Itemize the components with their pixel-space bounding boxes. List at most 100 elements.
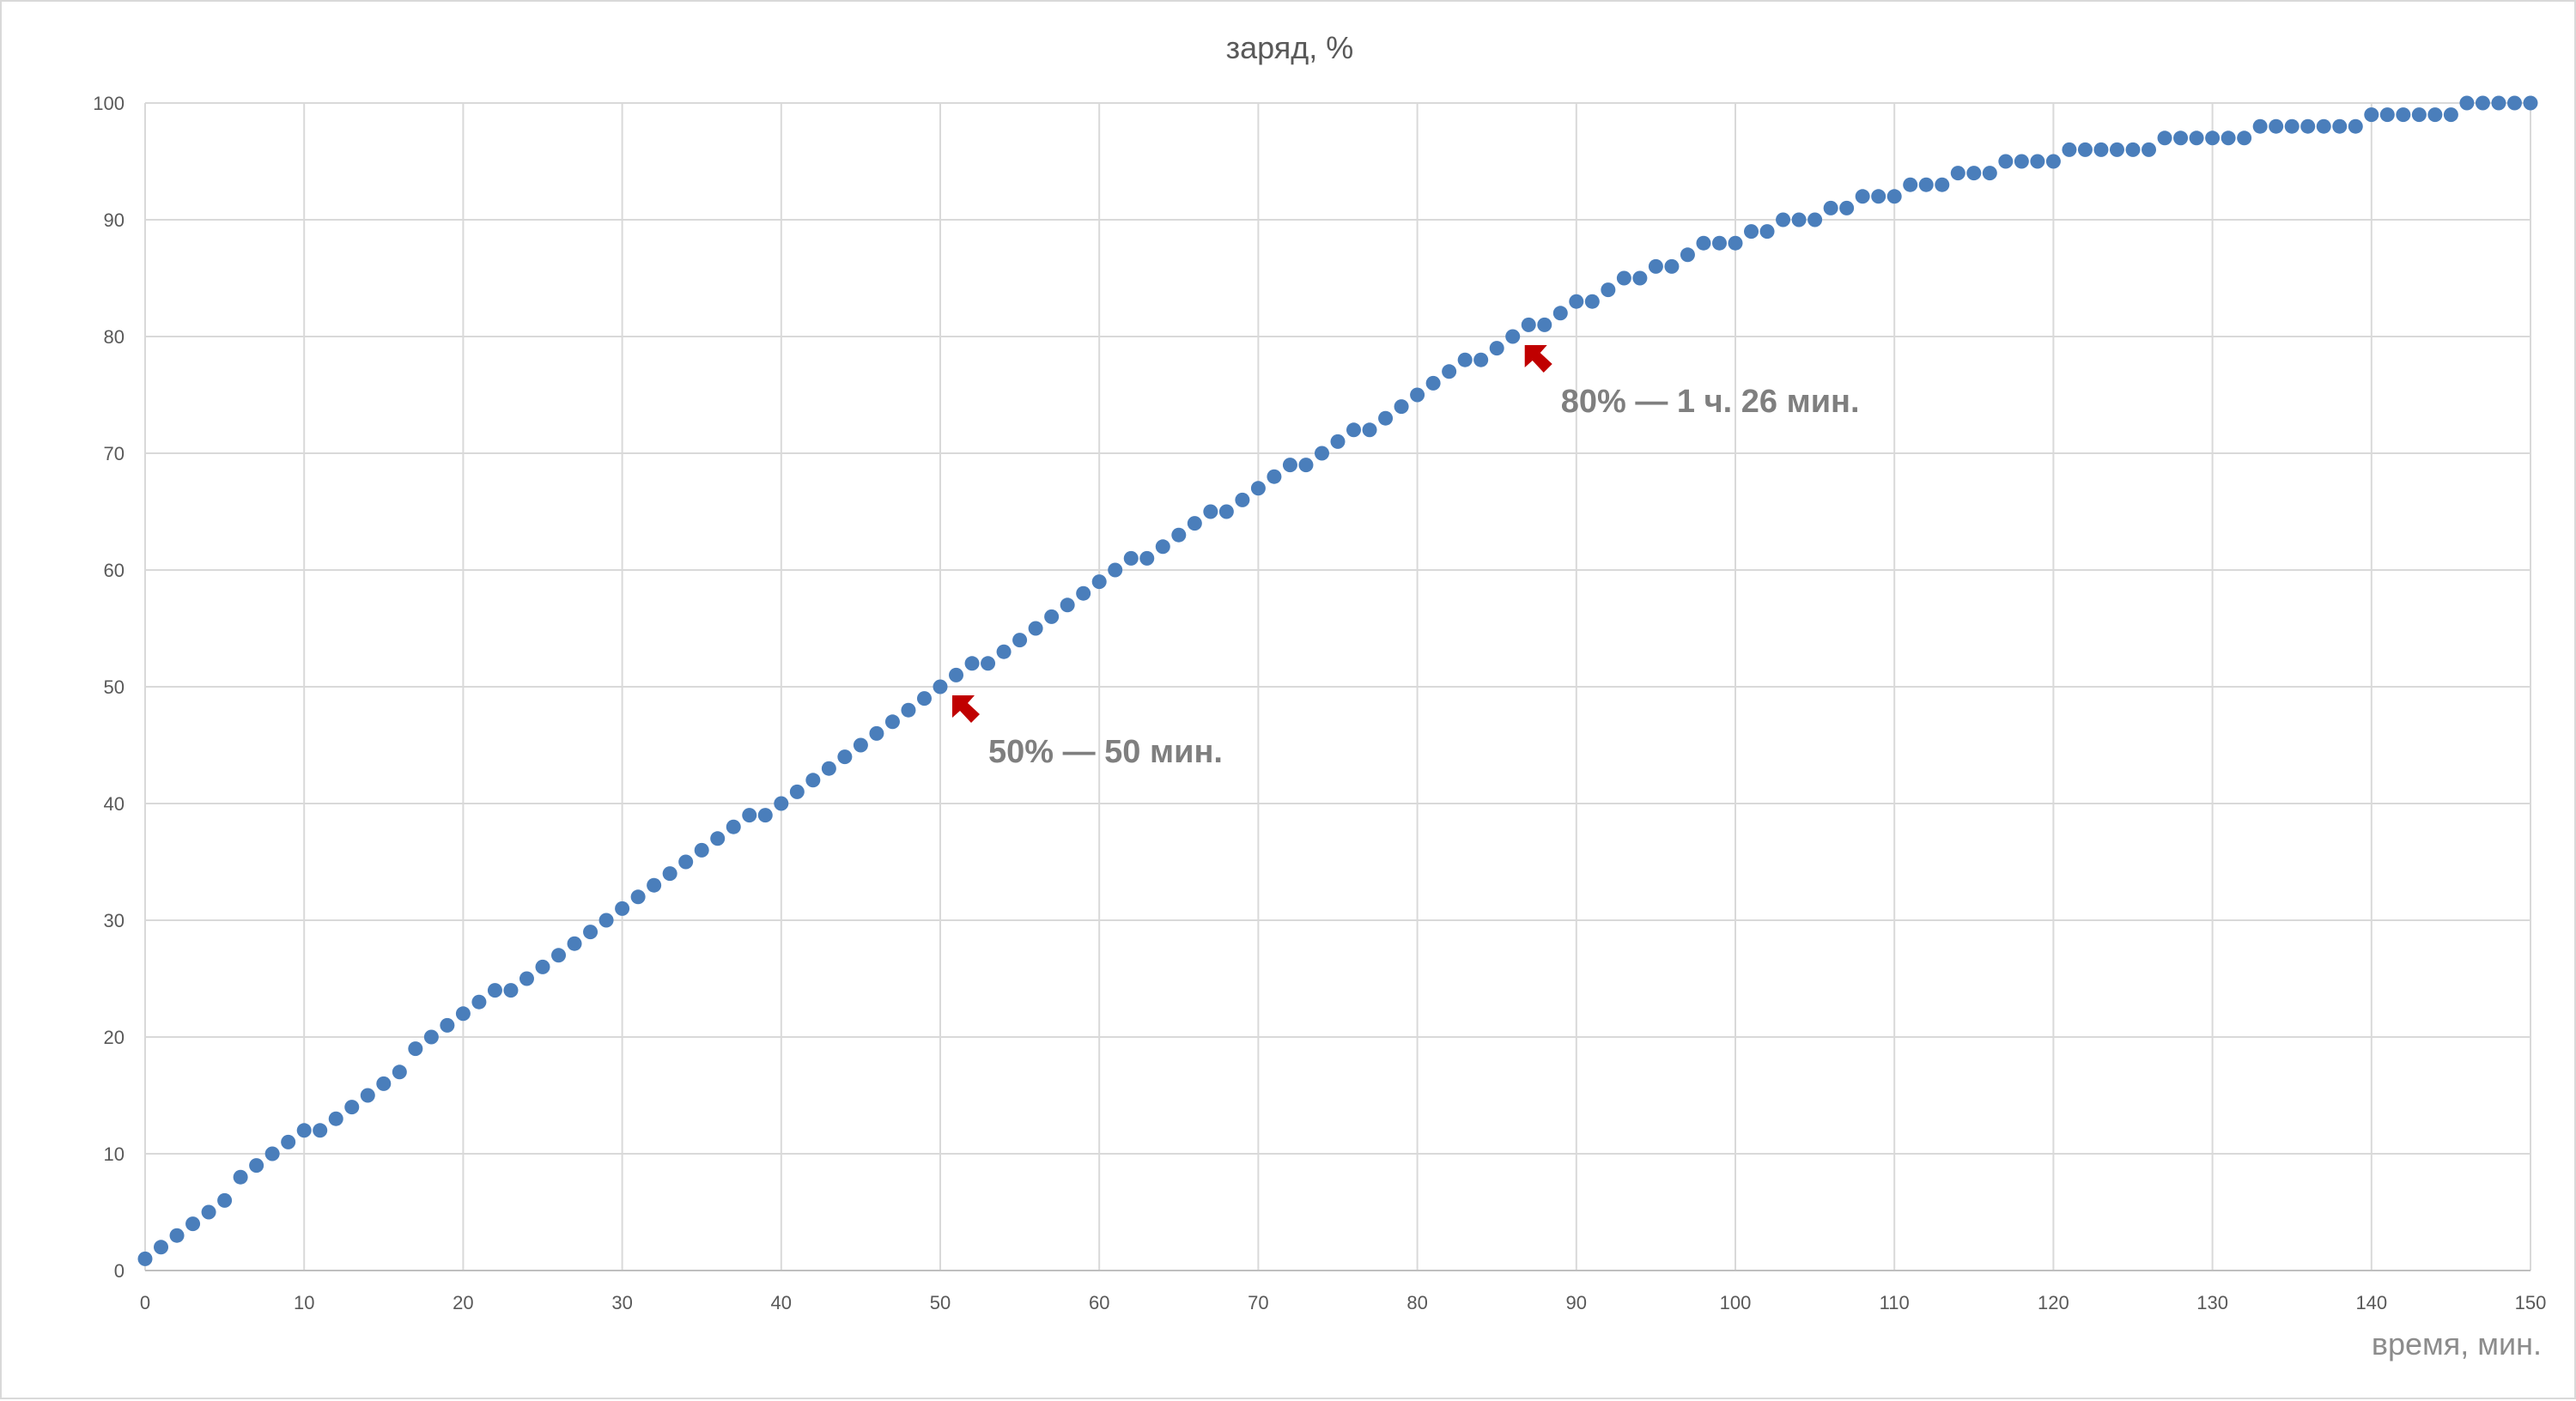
data-point <box>1744 224 1759 240</box>
x-tick-label: 40 <box>771 1292 792 1313</box>
data-point <box>726 819 741 834</box>
data-point <box>408 1041 423 1057</box>
data-point <box>1442 364 1457 379</box>
data-point <box>567 936 582 951</box>
data-point <box>344 1100 360 1115</box>
data-point <box>1616 270 1631 286</box>
y-tick-label: 20 <box>104 1027 125 1048</box>
data-point <box>296 1123 312 1138</box>
data-point <box>281 1134 296 1149</box>
data-point <box>1362 422 1377 438</box>
data-point <box>884 714 900 730</box>
data-point <box>2332 118 2348 134</box>
data-point <box>1950 166 1965 181</box>
grid <box>144 102 2531 1271</box>
data-point <box>1552 306 1568 321</box>
data-point <box>1457 352 1473 367</box>
data-point <box>1187 516 1202 531</box>
data-point <box>1791 212 1807 227</box>
data-point <box>2205 130 2221 146</box>
y-tick-label: 60 <box>104 560 125 581</box>
data-point <box>2189 130 2204 146</box>
data-point <box>360 1088 375 1103</box>
data-point <box>201 1204 216 1220</box>
data-point <box>2157 130 2172 146</box>
data-point <box>2173 130 2189 146</box>
data-point <box>598 913 614 928</box>
x-tick-label: 80 <box>1406 1292 1427 1313</box>
data-point <box>1425 375 1441 391</box>
data-point <box>1601 282 1616 298</box>
data-point <box>169 1228 185 1243</box>
y-tick-label: 100 <box>93 93 125 114</box>
data-point <box>154 1240 169 1255</box>
data-point <box>423 1029 439 1045</box>
data-point <box>2030 154 2045 169</box>
data-point <box>933 679 948 694</box>
data-point <box>1282 458 1297 473</box>
data-point <box>249 1158 264 1174</box>
data-point <box>1903 177 1918 192</box>
data-point <box>1918 177 1934 192</box>
data-point <box>821 761 836 776</box>
data-point <box>1203 504 1218 519</box>
data-point <box>217 1192 233 1208</box>
data-point <box>710 831 726 846</box>
data-point <box>376 1076 392 1091</box>
data-point <box>1696 235 1711 251</box>
x-tick-label: 10 <box>294 1292 314 1313</box>
x-tick-label: 20 <box>453 1292 473 1313</box>
x-axis-title: время, мин. <box>2372 1326 2542 1362</box>
data-point <box>2045 154 2061 169</box>
x-tick-label: 0 <box>140 1292 150 1313</box>
data-point <box>440 1017 455 1033</box>
annotation-arrow-icon <box>1524 345 1552 373</box>
data-point <box>996 644 1012 659</box>
x-tick-label: 130 <box>2196 1292 2228 1313</box>
data-point <box>630 889 646 905</box>
data-point <box>392 1064 407 1080</box>
data-point <box>328 1111 343 1126</box>
data-point <box>1982 166 1997 181</box>
y-tick-label: 40 <box>104 793 125 815</box>
data-point <box>1759 224 1775 240</box>
data-point <box>1966 166 1982 181</box>
data-point <box>1028 621 1043 636</box>
data-point <box>1839 200 1855 215</box>
data-point <box>1886 189 1902 204</box>
data-point <box>1314 446 1329 461</box>
data-point <box>455 1006 471 1022</box>
data-point <box>1091 574 1107 590</box>
data-point <box>1394 399 1409 415</box>
data-point <box>1155 539 1170 555</box>
y-tick-label: 30 <box>104 910 125 931</box>
data-point <box>1330 434 1346 449</box>
data-point <box>1108 562 1123 578</box>
data-point <box>1537 317 1552 332</box>
x-tick-label: 70 <box>1248 1292 1268 1313</box>
data-point <box>1711 235 1727 251</box>
data-point <box>1807 212 1823 227</box>
data-point <box>264 1146 280 1161</box>
chart-title: заряд, % <box>1226 30 1354 65</box>
data-point <box>551 948 567 963</box>
x-tick-label: 50 <box>930 1292 951 1313</box>
data-point <box>2269 118 2284 134</box>
data-point <box>757 808 773 823</box>
data-point <box>774 796 789 811</box>
data-point <box>694 842 709 858</box>
data-point <box>949 667 964 682</box>
data-point <box>2142 142 2157 157</box>
x-tick-label: 110 <box>1880 1292 1910 1313</box>
data-point <box>1648 258 1663 274</box>
data-point <box>2506 95 2522 111</box>
y-tick-label: 70 <box>104 443 125 464</box>
data-point <box>2523 95 2538 111</box>
annotations: 50% — 50 мин. 80% — 1 ч. 26 мин. <box>952 345 1860 770</box>
data-point <box>1776 212 1791 227</box>
data-point <box>805 773 821 788</box>
data-point <box>1823 200 1838 215</box>
data-point <box>2062 142 2077 157</box>
